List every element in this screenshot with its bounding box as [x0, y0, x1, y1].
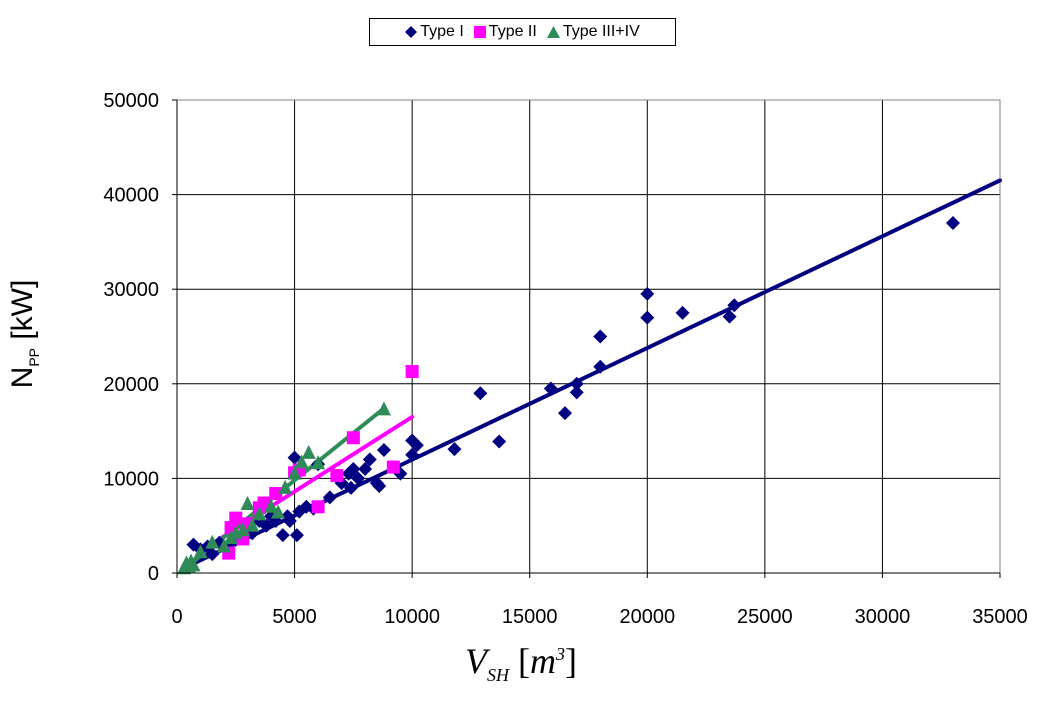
data-point [569, 376, 584, 391]
x-axis-title: VSH [m3] [0, 640, 1042, 686]
y-tick-label: 40000 [103, 185, 159, 207]
data-point [409, 438, 424, 453]
data-point [217, 538, 232, 553]
data-point [344, 480, 359, 495]
data-point [640, 286, 655, 301]
data-point [362, 452, 377, 467]
data-point [405, 447, 420, 462]
data-point [269, 487, 283, 501]
y-tick-label: 0 [148, 563, 159, 585]
plot-area-frame [176, 99, 1001, 574]
data-point [675, 305, 690, 320]
y-axis-title: NPP [kW] [6, 280, 42, 389]
data-point [346, 431, 360, 445]
data-point [287, 450, 302, 465]
y-tick-label: 20000 [103, 374, 159, 396]
data-point [311, 455, 326, 470]
x-tick-label: 25000 [737, 606, 793, 628]
square-marker-icon [473, 26, 486, 38]
data-point [301, 444, 316, 459]
data-point [346, 461, 361, 476]
data-point [186, 557, 201, 572]
data-point [271, 504, 286, 519]
data-point [727, 298, 742, 313]
data-point [376, 443, 391, 458]
legend-item-type-i: Type I [405, 23, 464, 41]
data-point [557, 406, 572, 421]
x-axis-tick-labels: 0 5000 10000 15000 20000 25000 30000 35000 [171, 573, 1028, 628]
data-point [205, 547, 220, 562]
data-point [447, 442, 462, 457]
x-axis-title-main: V [465, 641, 487, 681]
data-point [492, 434, 507, 449]
x-tick-label: 15000 [502, 606, 558, 628]
data-point [358, 461, 373, 476]
triangle-marker-icon [546, 26, 560, 38]
data-point [945, 215, 960, 230]
legend-label: Type III+IV [562, 23, 640, 40]
x-axis-title-superscript: 3 [556, 644, 565, 664]
y-axis-title-main: N [6, 366, 39, 389]
data-point [264, 498, 279, 513]
data-point [473, 386, 488, 401]
data-point [205, 534, 220, 549]
legend-item-type-ii: Type II [473, 23, 537, 41]
x-tick-label: 30000 [855, 606, 911, 628]
data-point [235, 522, 250, 537]
data-point [640, 310, 655, 325]
x-tick-label: 5000 [272, 606, 317, 628]
data-point [386, 460, 400, 474]
data-point [405, 365, 419, 379]
data-point [278, 479, 293, 494]
y-axis-title-unit: [kW] [6, 279, 39, 348]
data-point [289, 528, 304, 543]
x-tick-label: 10000 [384, 606, 440, 628]
data-point [294, 454, 309, 469]
data-point [330, 469, 344, 483]
data-point [543, 381, 558, 396]
data-point [229, 511, 243, 525]
data-point [376, 401, 391, 416]
data-point [282, 513, 297, 528]
data-point [287, 465, 302, 480]
x-axis-title-bracket-close: ] [565, 641, 577, 681]
legend-item-type-iii-iv: Type III+IV [546, 23, 640, 41]
x-axis-title-subscript: SH [487, 665, 509, 686]
y-axis-title-subscript: PP [26, 347, 42, 367]
data-point [372, 478, 387, 493]
data-point [593, 359, 608, 374]
data-point [322, 490, 337, 505]
y-axis-tick-labels: 0 10000 20000 30000 40000 50000 [103, 90, 177, 585]
x-tick-label: 20000 [619, 606, 675, 628]
y-tick-label: 30000 [103, 279, 159, 301]
data-point [722, 309, 737, 324]
data-point [275, 528, 290, 543]
legend-label: Type I [420, 23, 464, 40]
data-point [245, 517, 260, 532]
data-point [593, 329, 608, 344]
data-points [177, 215, 960, 575]
data-point [240, 495, 255, 510]
y-tick-label: 50000 [103, 90, 159, 112]
x-tick-label: 35000 [972, 606, 1028, 628]
y-tick-label: 10000 [103, 468, 159, 490]
data-point [257, 496, 271, 510]
x-axis-title-unit: m [530, 641, 556, 681]
x-axis-title-bracket-open: [ [509, 641, 530, 681]
data-point [252, 506, 267, 521]
legend: Type I Type II Type III+IV [369, 18, 676, 46]
data-point [569, 385, 584, 400]
diamond-marker-icon [405, 26, 418, 38]
gridlines [177, 100, 1000, 573]
legend-label: Type II [488, 23, 537, 40]
data-point [351, 471, 366, 486]
data-point [299, 499, 314, 514]
x-tick-label: 0 [171, 606, 182, 628]
data-point [311, 500, 325, 514]
data-point [259, 518, 274, 533]
data-point [193, 544, 208, 559]
